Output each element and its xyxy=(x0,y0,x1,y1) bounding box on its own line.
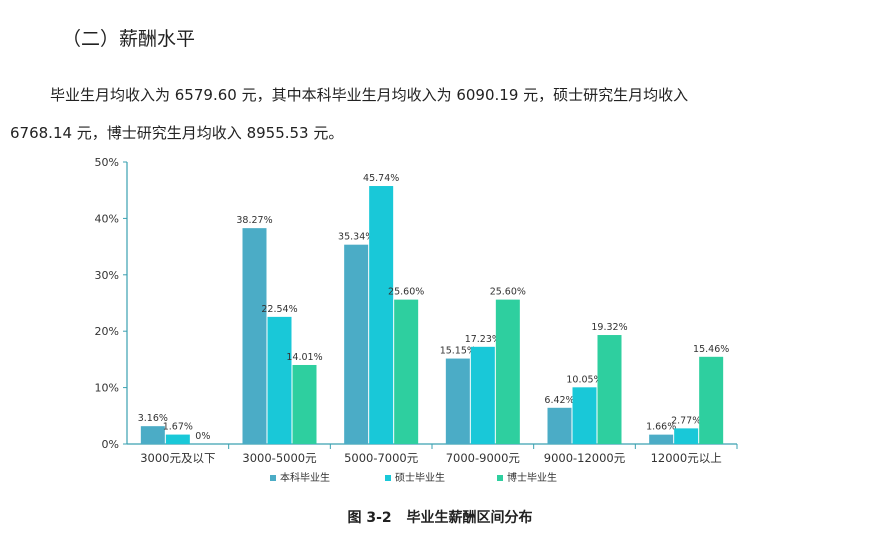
salary-distribution-chart: 0%10%20%30%40%50%3.16%1.67%0%3000元及以下38.… xyxy=(95,156,738,484)
legend-swatch xyxy=(270,475,276,481)
legend-label: 本科毕业生 xyxy=(280,471,330,484)
data-label: 10.05% xyxy=(566,374,602,385)
bar-2 xyxy=(267,316,292,444)
y-tick-label: 20% xyxy=(95,325,119,338)
data-label: 6.42% xyxy=(544,395,574,406)
bar-1 xyxy=(547,407,572,444)
bar-1 xyxy=(242,228,267,444)
figure-title: 毕业生薪酬区间分布 xyxy=(406,510,533,526)
data-label: 38.27% xyxy=(236,215,272,226)
paragraph-line-1: 毕业生月均收入为 6579.60 元，其中本科毕业生月均收入为 6090.19 … xyxy=(50,86,689,104)
data-label: 15.15% xyxy=(440,346,476,357)
legend-swatch xyxy=(385,475,391,481)
y-tick-label: 30% xyxy=(95,269,119,282)
y-tick-label: 0% xyxy=(102,438,119,451)
legend-label: 硕士毕业生 xyxy=(395,471,445,484)
income-paragraph: 毕业生月均收入为 6579.60 元，其中本科毕业生月均收入为 6090.19 … xyxy=(10,76,870,152)
bar-1 xyxy=(140,426,165,444)
x-tick-label: 12000元以上 xyxy=(651,451,722,465)
data-label: 1.66% xyxy=(646,422,676,433)
bar-2 xyxy=(572,387,597,444)
x-tick-label: 3000-5000元 xyxy=(242,451,317,465)
data-label: 25.60% xyxy=(388,287,424,298)
bar-3 xyxy=(394,299,419,444)
data-label: 1.67% xyxy=(163,422,193,433)
data-label: 17.23% xyxy=(465,334,501,345)
bar-3 xyxy=(292,364,317,444)
x-tick-label: 3000元及以下 xyxy=(140,451,215,465)
data-label: 15.46% xyxy=(693,344,729,355)
bar-2 xyxy=(470,346,495,444)
figure-caption: 图 3-2 毕业生薪酬区间分布 xyxy=(0,507,880,527)
bar-3 xyxy=(495,299,520,444)
bar-3 xyxy=(597,335,622,444)
bar-1 xyxy=(344,244,369,444)
bar-2 xyxy=(674,428,699,444)
y-tick-label: 50% xyxy=(95,156,119,169)
data-label: 45.74% xyxy=(363,173,399,184)
data-label: 19.32% xyxy=(591,322,627,333)
data-label: 2.77% xyxy=(671,415,701,426)
bar-2 xyxy=(165,434,190,444)
bar-1 xyxy=(445,358,470,444)
bar-2 xyxy=(369,186,394,444)
data-label: 35.34% xyxy=(338,232,374,243)
bar-3 xyxy=(699,356,724,444)
data-label: 22.54% xyxy=(261,304,297,315)
section-heading: （二）薪酬水平 xyxy=(62,28,196,50)
legend-label: 博士毕业生 xyxy=(507,471,557,484)
figure-number: 图 3-2 xyxy=(347,510,392,526)
x-tick-label: 7000-9000元 xyxy=(446,451,521,465)
paragraph-line-2: 6768.14 元，博士研究生月均收入 8955.53 元。 xyxy=(10,124,344,142)
x-tick-label: 5000-7000元 xyxy=(344,451,419,465)
bar-1 xyxy=(649,434,674,444)
y-tick-label: 40% xyxy=(95,212,119,225)
data-label: 3.16% xyxy=(138,413,168,424)
data-label: 25.60% xyxy=(490,287,526,298)
data-label: 0% xyxy=(195,431,210,442)
data-label: 14.01% xyxy=(286,352,322,363)
y-tick-label: 10% xyxy=(95,382,119,395)
x-tick-label: 9000-12000元 xyxy=(544,451,626,465)
legend-swatch xyxy=(497,475,503,481)
